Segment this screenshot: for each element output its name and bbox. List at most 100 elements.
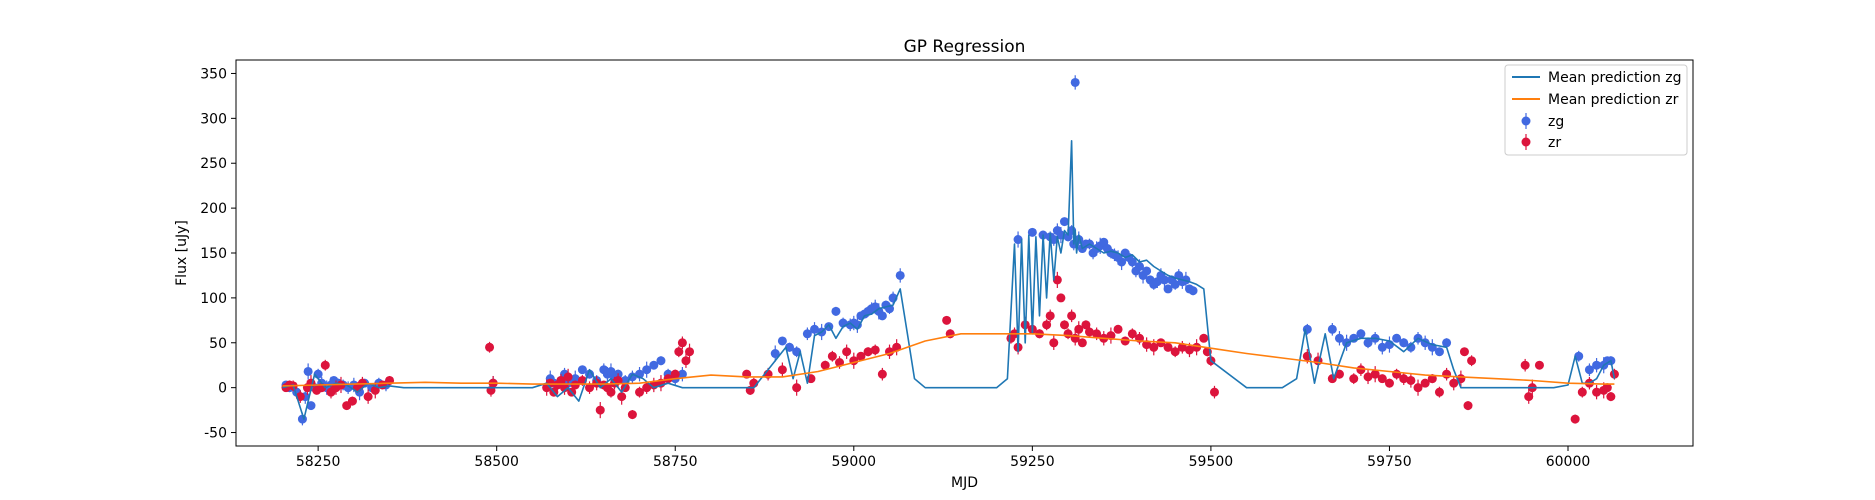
- y-axis-label: Flux [uJy]: [174, 220, 190, 286]
- zg-point: [1059, 217, 1069, 227]
- zg-point: [1392, 333, 1402, 343]
- x-tick-label: 59500: [1189, 454, 1234, 470]
- zr-point: [617, 392, 627, 402]
- zg-point: [1434, 347, 1444, 357]
- zg-point: [770, 349, 780, 359]
- zg-point: [777, 336, 787, 346]
- zg-point: [1327, 324, 1337, 334]
- legend-label-zr: zr: [1548, 135, 1561, 151]
- zr-point: [642, 383, 652, 393]
- zg-point: [577, 365, 587, 375]
- zr-point: [1442, 369, 1452, 379]
- y-tick-label: 100: [200, 291, 227, 307]
- zg-point: [1188, 286, 1198, 296]
- zr-point: [792, 383, 802, 393]
- zg-point: [656, 356, 666, 366]
- zg-point: [1356, 329, 1366, 339]
- zr-point: [1524, 392, 1534, 402]
- zr-point: [1127, 329, 1137, 339]
- zr-point: [1056, 293, 1066, 303]
- x-tick-label: 58500: [474, 454, 519, 470]
- zg-point: [1584, 365, 1594, 375]
- zg-point: [642, 365, 652, 375]
- zr-point: [1049, 338, 1059, 348]
- zr-point: [820, 360, 830, 370]
- zr-point: [1081, 320, 1091, 330]
- zg-point: [1163, 284, 1173, 294]
- zr-point: [1449, 378, 1459, 388]
- zr-point: [1356, 365, 1366, 375]
- zr-point: [842, 347, 852, 357]
- x-tick-label: 58750: [653, 454, 698, 470]
- x-tick-label: 59250: [1010, 454, 1055, 470]
- zr-point: [1377, 374, 1387, 384]
- x-axis-label: MJD: [951, 475, 978, 491]
- zr-point: [1084, 327, 1094, 337]
- y-tick-label: 250: [200, 156, 227, 172]
- zr-point: [1349, 374, 1359, 384]
- zg-point: [1027, 227, 1037, 237]
- zr-point: [1067, 311, 1077, 321]
- zg-point: [1592, 360, 1602, 370]
- legend-frame: [1504, 64, 1688, 156]
- y-axis-ticks: -50 0 50 100 150 200 250 300 350: [200, 66, 236, 442]
- zr-point: [863, 347, 873, 357]
- zg-point: [810, 324, 820, 334]
- zg-point: [877, 311, 887, 321]
- zg-point: [606, 366, 616, 376]
- y-tick-label: 350: [200, 66, 227, 82]
- zr-point: [1406, 375, 1416, 385]
- zg-point: [649, 360, 659, 370]
- zg-point: [785, 342, 795, 352]
- zr-point: [613, 375, 623, 385]
- x-tick-label: 59000: [832, 454, 877, 470]
- y-tick-label: 200: [200, 201, 227, 217]
- zr-point: [1120, 336, 1130, 346]
- zr-point: [1149, 342, 1159, 352]
- zg-point: [1170, 279, 1180, 289]
- zr-point: [606, 387, 616, 397]
- zr-point: [1434, 387, 1444, 397]
- zr-point: [827, 351, 837, 361]
- zr-point: [1170, 347, 1180, 357]
- zr-point: [1399, 374, 1409, 384]
- zr-point: [1184, 345, 1194, 355]
- zr-point: [1420, 378, 1430, 388]
- zr-point: [1570, 414, 1580, 424]
- plot-content: [281, 75, 1619, 426]
- zg-point: [1142, 266, 1152, 276]
- mean-prediction-zr-line: [282, 332, 1615, 387]
- chart-title: GP Regression: [904, 37, 1026, 57]
- legend: Mean prediction zg Mean prediction zr zg…: [1504, 64, 1688, 156]
- zg-point: [1406, 342, 1416, 352]
- zr-point: [1052, 275, 1062, 285]
- zr-point: [877, 369, 887, 379]
- zr-point: [1042, 320, 1052, 330]
- mean-prediction-zg-line: [282, 140, 1616, 420]
- zr-point: [663, 374, 673, 384]
- zr-point: [570, 380, 580, 390]
- zg-point: [570, 374, 580, 384]
- zg-point: [306, 401, 316, 411]
- zg-point: [1363, 338, 1373, 348]
- zg-point: [895, 270, 905, 280]
- zr-point: [1074, 324, 1084, 334]
- zr-point: [563, 372, 573, 382]
- zr-point: [635, 387, 645, 397]
- zr-point: [1467, 356, 1477, 366]
- zg-point: [1442, 338, 1452, 348]
- zr-point: [1534, 360, 1544, 370]
- zr-point: [1592, 387, 1602, 397]
- zr-point: [556, 375, 566, 385]
- zr-point: [1609, 369, 1619, 379]
- zr-point: [627, 410, 637, 420]
- zg-point: [1399, 338, 1409, 348]
- zr-point: [1209, 387, 1219, 397]
- zr-point: [347, 396, 357, 406]
- zr-point: [320, 360, 330, 370]
- y-tick-label: -50: [204, 426, 227, 442]
- x-tick-label: 60000: [1546, 454, 1591, 470]
- zr-point: [595, 405, 605, 415]
- zr-point: [942, 315, 952, 325]
